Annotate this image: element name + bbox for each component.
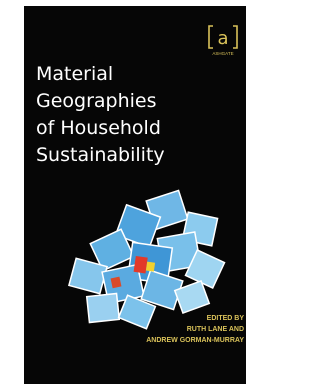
title-line: Material xyxy=(36,63,113,85)
page: Book cover {"cover": {"logo": "a", "publ… xyxy=(0,0,261,390)
title-line: Geographies xyxy=(36,90,157,112)
title-line: Sustainability xyxy=(36,144,165,166)
publisher-name: ASHGATE xyxy=(212,51,233,56)
body: a ASHGATE Material Geographies of Househ… xyxy=(0,0,261,390)
editors-label: EDITED BY xyxy=(207,315,245,322)
cover: a ASHGATE Material Geographies of Househ… xyxy=(0,0,261,390)
logo-letter: a xyxy=(217,28,228,49)
title-line: of Household xyxy=(36,117,161,139)
editor-name: RUTH LANE AND xyxy=(187,326,244,333)
editor-name: ANDREW GORMAN-MURRAY xyxy=(146,337,244,344)
